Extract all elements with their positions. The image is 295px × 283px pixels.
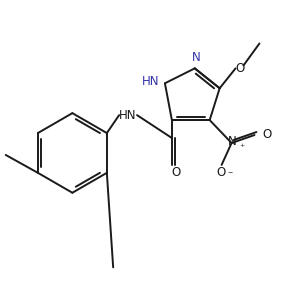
Text: $^+$: $^+$ bbox=[237, 142, 245, 151]
Text: $^-$: $^-$ bbox=[226, 168, 234, 177]
Text: O: O bbox=[263, 128, 272, 141]
Text: O: O bbox=[171, 166, 181, 179]
Text: HN: HN bbox=[119, 109, 137, 122]
Text: N: N bbox=[191, 51, 200, 64]
Text: N: N bbox=[228, 136, 237, 149]
Text: O: O bbox=[216, 166, 225, 179]
Text: O: O bbox=[235, 62, 244, 75]
Text: HN: HN bbox=[142, 75, 160, 88]
